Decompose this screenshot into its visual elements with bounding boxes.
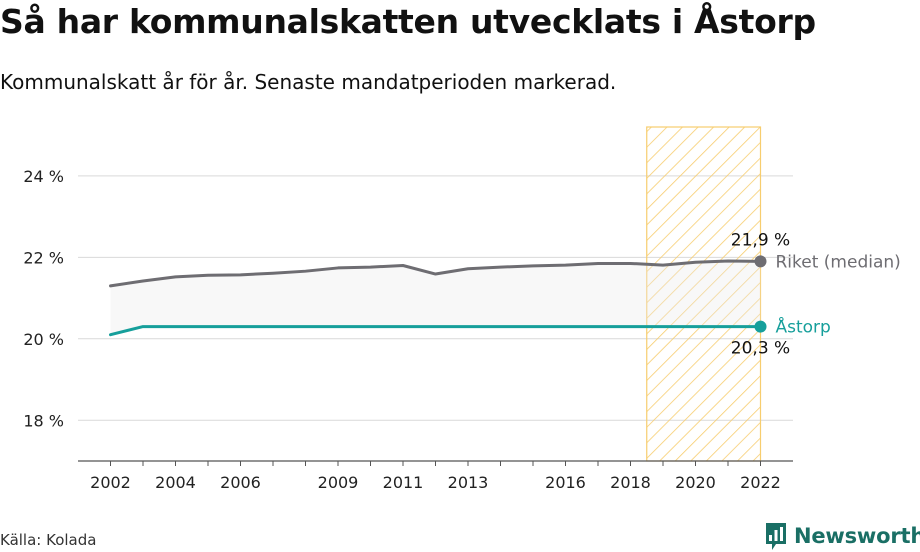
chart-title: Så har kommunalskatten utvecklats i Åsto… (0, 2, 816, 41)
series-end-point-0 (754, 255, 767, 268)
x-tick-label: 2016 (545, 473, 586, 492)
highlight-rect (646, 126, 762, 462)
gap-area (110, 261, 761, 335)
y-tick-label: 22 % (23, 248, 64, 267)
chart-subtitle: Kommunalskatt år för år. Senaste mandatp… (0, 70, 617, 94)
y-tick-label: 24 % (23, 167, 64, 186)
x-tick-label: 2018 (610, 473, 651, 492)
series-end-value-label: 21,9 % (731, 230, 790, 250)
series-end-value-label: 20,3 % (731, 339, 790, 359)
x-tick-label: 2013 (448, 473, 489, 492)
x-tick-label: 2022 (740, 473, 781, 492)
y-tick-label: 18 % (23, 411, 64, 430)
x-tick-label: 2011 (383, 473, 424, 492)
series-line-1 (109, 325, 762, 337)
x-tick-label: 2006 (220, 473, 261, 492)
series-name-label: Riket (median) (776, 252, 901, 272)
highlight-period (646, 126, 762, 462)
x-tick-label: 2004 (155, 473, 196, 492)
x-tick-label: 2002 (90, 473, 131, 492)
source-note: Källa: Kolada (0, 531, 97, 549)
brand-logo: Newsworthy (764, 520, 920, 552)
series-name-label: Åstorp (776, 316, 831, 338)
x-axis: 2002 2004 2006 2009 2011 2013 2016 2018 2020 2022 (78, 460, 793, 492)
series-lines (109, 255, 767, 337)
brand-name: Newsworthy (794, 524, 920, 548)
series-end-point-1 (754, 320, 767, 333)
speech-bubble-bar-chart-icon (766, 523, 786, 550)
series-line-0 (109, 259, 762, 288)
x-tick-label: 2020 (675, 473, 716, 492)
gap-area-fill (110, 261, 761, 335)
y-tick-label: 20 % (23, 330, 64, 349)
x-tick-label: 2009 (318, 473, 359, 492)
